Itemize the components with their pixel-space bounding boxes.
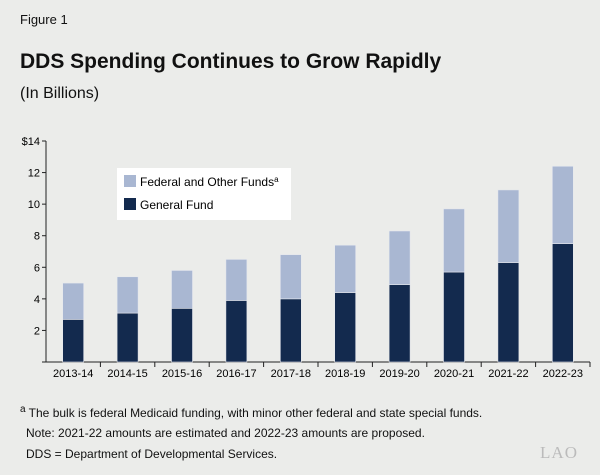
x-tick-label: 2014-15 (107, 368, 147, 380)
legend-swatch (124, 175, 136, 187)
figure-label: Figure 1 (20, 12, 68, 27)
bar-general-fund (225, 300, 248, 363)
legend-swatch (124, 198, 136, 210)
y-tick-label: 12 (28, 168, 40, 180)
bar-federal-and-other-funds (279, 254, 302, 300)
x-tick-label: 2018-19 (325, 368, 365, 380)
y-tick-label: 6 (34, 262, 40, 274)
bar-federal-and-other-funds (388, 230, 411, 285)
x-tick-label: 2022-23 (543, 368, 583, 380)
bar-federal-and-other-funds (551, 165, 574, 244)
x-tick-label: 2020-21 (434, 368, 474, 380)
abbreviation-note: DDS = Department of Developmental Servic… (26, 447, 278, 461)
y-tick-label: $14 (22, 136, 40, 148)
lao-logo: LAO (540, 443, 578, 462)
bar-general-fund (334, 292, 357, 363)
chart-subtitle: (In Billions) (20, 85, 100, 102)
legend-label: General Fund (140, 198, 213, 212)
y-tick-label: 8 (34, 231, 40, 243)
bar-general-fund (116, 312, 139, 363)
x-tick-label: 2019-20 (379, 368, 419, 380)
bar-federal-and-other-funds (334, 244, 357, 293)
bar-federal-and-other-funds (116, 276, 139, 314)
bar-federal-and-other-funds (497, 189, 520, 263)
x-tick-label: 2016-17 (216, 368, 256, 380)
chart-title: DDS Spending Continues to Grow Rapidly (20, 50, 442, 73)
note: Note: 2021-22 amounts are estimated and … (26, 426, 425, 440)
bar-general-fund (551, 243, 574, 363)
x-tick-label: 2015-16 (162, 368, 202, 380)
bar-federal-and-other-funds (225, 259, 248, 301)
bar-general-fund (443, 271, 465, 363)
bar-general-fund (279, 298, 302, 363)
bar-general-fund (62, 319, 85, 363)
legend-box (117, 168, 291, 220)
bar-general-fund (388, 284, 411, 363)
y-tick-label: 2 (34, 325, 40, 337)
x-tick-label: 2013-14 (53, 368, 93, 380)
y-tick-label: 4 (34, 294, 40, 306)
footnote-marker: a (20, 404, 26, 415)
legend-label: Federal and Other Fundsa (140, 175, 279, 190)
bar-federal-and-other-funds (171, 270, 193, 309)
bar-general-fund (171, 308, 193, 363)
footnote-text: The bulk is federal Medicaid funding, wi… (25, 406, 483, 420)
bar-federal-and-other-funds (62, 282, 85, 320)
footnote-a: a The bulk is federal Medicaid funding, … (20, 404, 482, 420)
bar-federal-and-other-funds (443, 208, 465, 273)
bar-general-fund (497, 262, 520, 363)
x-tick-label: 2017-18 (271, 368, 311, 380)
y-tick-label: 10 (28, 199, 40, 211)
x-tick-label: 2021-22 (488, 368, 528, 380)
